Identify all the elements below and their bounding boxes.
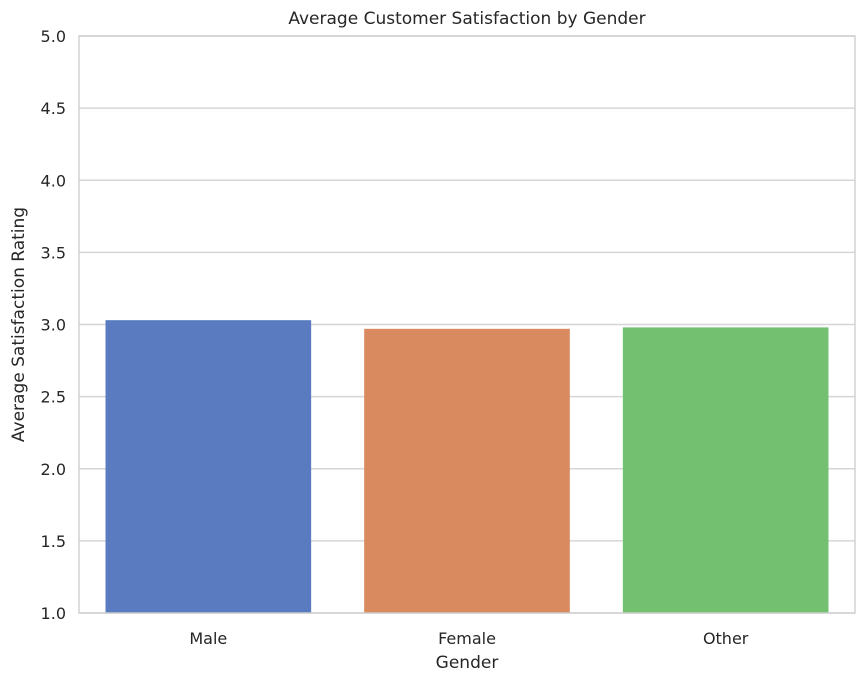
chart-title: Average Customer Satisfaction by Gender	[288, 9, 645, 29]
y-tick-label: 3.5	[41, 243, 66, 262]
y-tick-label: 1.5	[41, 532, 66, 551]
plot-frame	[78, 35, 856, 614]
y-tick-label: 4.5	[41, 99, 66, 118]
bar-series	[105, 320, 829, 613]
y-axis: 1.0 1.5 2.0 2.5 3.0 3.5 4.0 4.5 5.0	[41, 27, 66, 623]
bar-female	[364, 328, 570, 613]
y-tick-label: 2.5	[41, 388, 66, 407]
y-tick-label: 1.0	[41, 604, 66, 623]
x-tick-label: Female	[438, 629, 496, 648]
bar-male	[105, 320, 312, 613]
x-tick-label: Male	[189, 629, 227, 648]
x-axis: Male Female Other	[189, 629, 748, 648]
y-tick-label: 4.0	[41, 171, 66, 190]
y-tick-label: 2.0	[41, 460, 66, 479]
y-axis-title: Average Satisfaction Rating	[9, 207, 29, 442]
x-axis-title: Gender	[436, 653, 499, 673]
y-tick-label: 5.0	[41, 27, 66, 46]
x-tick-label: Other	[703, 629, 749, 648]
bar-other	[622, 327, 829, 613]
y-tick-label: 3.0	[41, 316, 66, 335]
